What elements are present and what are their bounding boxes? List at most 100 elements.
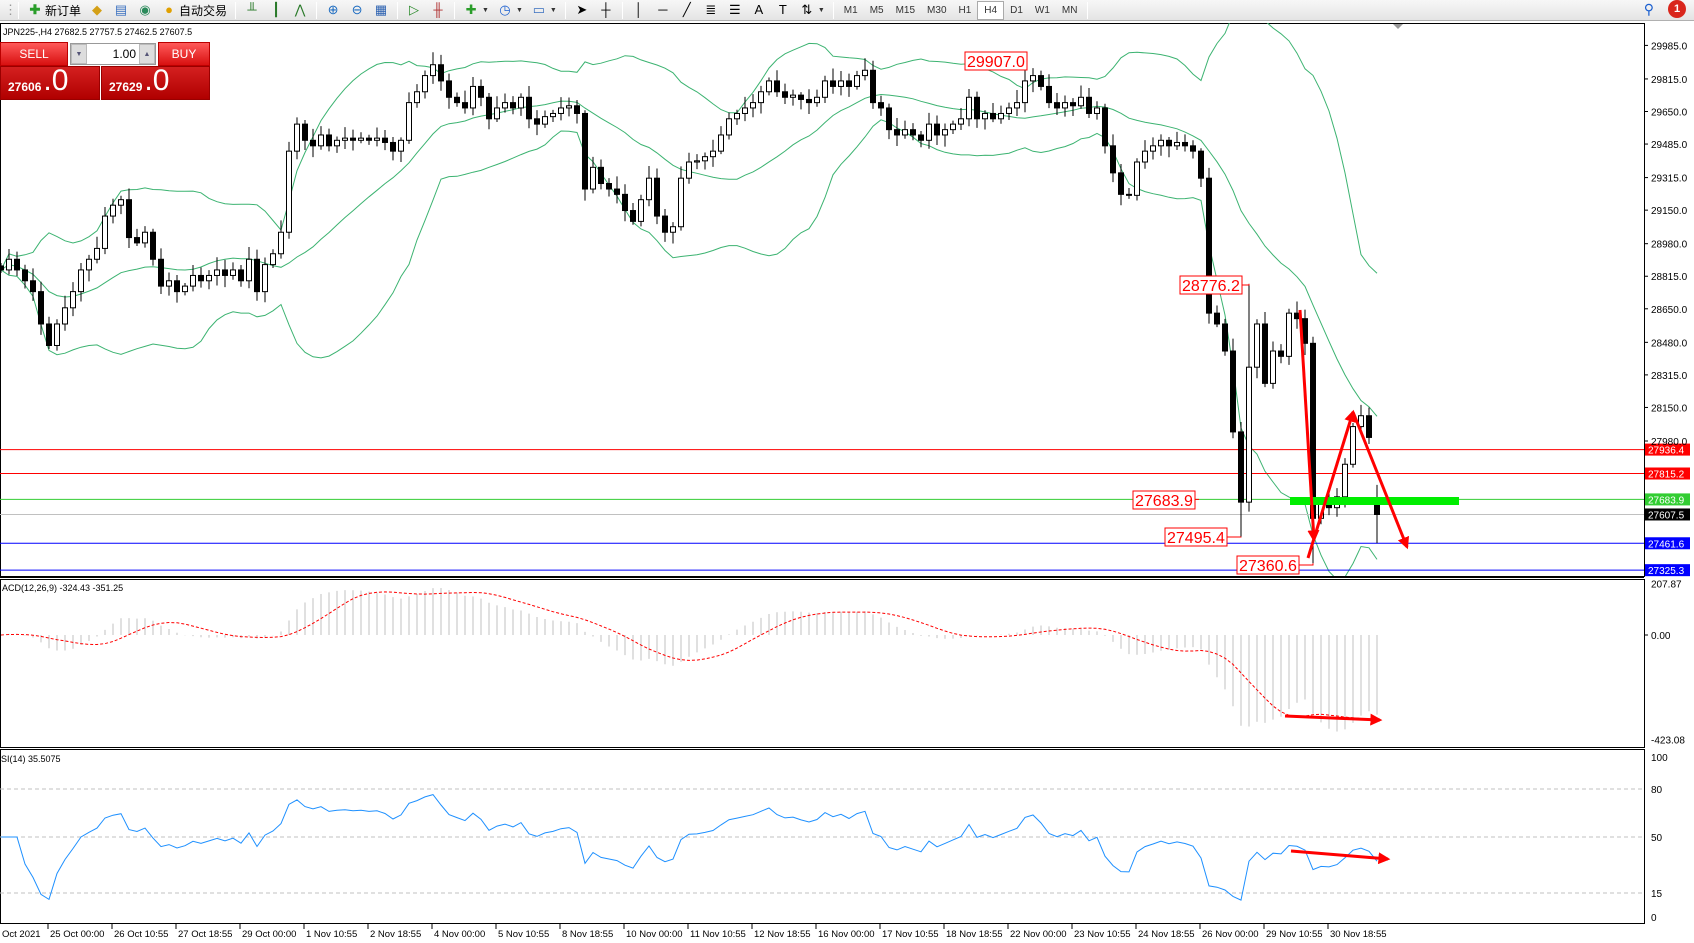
macd-label: ACD(12,26,9) -324.43 -351.25 [2, 583, 123, 593]
price-annotation[interactable]: 27495.4 [1167, 530, 1225, 547]
support-zone[interactable] [1290, 497, 1459, 505]
candle-body-bear [382, 137, 388, 143]
candle [1030, 68, 1036, 93]
timeframe-mn[interactable]: MN [1061, 4, 1078, 16]
timeframe-h4[interactable]: H4 [977, 0, 1005, 20]
cursor-tool[interactable]: ➤ [570, 1, 594, 20]
price-annotation[interactable]: 27683.9 [1135, 493, 1193, 510]
vertical-line-tool[interactable]: │ [627, 1, 651, 20]
text-label-tool[interactable]: T [771, 1, 795, 20]
candle-body-bull [166, 280, 172, 287]
price-axis-label: 28650.0 [1651, 305, 1688, 316]
candle-body-bull [758, 91, 764, 104]
candle-body-bear [1070, 102, 1076, 107]
navigator-button[interactable]: ▤ [109, 1, 133, 20]
auto-scroll-button[interactable]: ▷ [402, 1, 426, 20]
trend-arrow[interactable] [1351, 411, 1410, 550]
time-axis-label: 29 Oct 00:00 [242, 929, 296, 940]
templates-button[interactable]: ▭ ▼ [527, 1, 561, 20]
sell-button[interactable]: SELL [0, 42, 68, 66]
candle [766, 77, 772, 96]
candle [942, 123, 948, 147]
price-annotation[interactable]: 28776.2 [1182, 278, 1240, 295]
horizontal-line-tool[interactable]: ─ [651, 1, 675, 20]
trend-arrow[interactable] [1306, 409, 1356, 559]
new-order-button[interactable]: ✚ 新订单 [23, 1, 85, 20]
price-annotation-box[interactable] [1164, 527, 1228, 547]
pane-frames [0, 23, 1645, 924]
timeframe-m5[interactable]: M5 [869, 4, 884, 16]
text-label-icon: T [778, 2, 787, 17]
price-annotation-box[interactable] [1179, 275, 1243, 295]
candle [334, 136, 340, 153]
zoom-out-button[interactable]: ⊖ [345, 1, 369, 20]
candle [1038, 70, 1044, 91]
timeframe-d1[interactable]: D1 [1010, 4, 1023, 16]
chart-shift-marker[interactable] [1393, 24, 1403, 29]
trend-arrow[interactable] [1298, 309, 1320, 543]
text-tool[interactable]: A [747, 1, 771, 20]
timeframe-m1[interactable]: M1 [843, 4, 858, 16]
auto-trading-button[interactable]: ● 自动交易 [157, 1, 231, 20]
lot-decrease-button[interactable]: ▼ [71, 44, 87, 64]
crosshair-tool[interactable]: ┼ [594, 1, 618, 20]
candle [1070, 98, 1076, 117]
candle-body-bull [182, 285, 188, 293]
candle [398, 137, 404, 163]
indicators-button[interactable]: ✚ ▼ [459, 1, 493, 20]
timeframe-w1[interactable]: W1 [1034, 4, 1050, 16]
candle [1158, 134, 1164, 156]
candle [1246, 283, 1252, 512]
price-annotation-box[interactable] [1132, 490, 1196, 510]
buy-price[interactable]: 27629 .0 [101, 66, 210, 100]
rsi-arrow[interactable] [1290, 849, 1391, 865]
price-annotation-box[interactable] [964, 51, 1028, 71]
search-icon[interactable]: ⚲ [1643, 1, 1654, 17]
candle-body-bull [558, 107, 564, 114]
notification-badge[interactable]: 1 [1668, 0, 1686, 18]
lot-increase-button[interactable]: ▲ [139, 44, 155, 64]
price-annotation[interactable]: 29907.0 [967, 54, 1025, 71]
price-annotation[interactable]: 27360.6 [1239, 558, 1297, 575]
channel-tool[interactable]: ≣ [699, 1, 723, 20]
buy-button[interactable]: BUY [158, 42, 210, 66]
candle-body-bull [78, 269, 84, 293]
tile-windows-button[interactable]: ▦ [369, 1, 393, 20]
chart-shift-button[interactable]: ╫ [426, 1, 450, 20]
candle [462, 90, 468, 114]
lot-size-input[interactable]: ▼ 1.00 ▲ [70, 43, 156, 65]
candle-body-bear [662, 215, 668, 233]
trendline-icon: ╱ [682, 2, 691, 17]
candle-body-bull [1342, 463, 1348, 498]
arrows-tool[interactable]: ⇅ ▼ [795, 1, 829, 20]
candle-body-bear [1038, 75, 1044, 87]
price-annotation-box[interactable] [1236, 555, 1300, 575]
sell-price[interactable]: 27606 .0 [0, 66, 100, 100]
candle [182, 282, 188, 296]
candle-body-bear [798, 94, 804, 100]
candle [1142, 140, 1148, 169]
market-watch-button[interactable]: ◆ [85, 1, 109, 20]
candle-body-bull [1078, 96, 1084, 107]
lot-size-value[interactable]: 1.00 [112, 47, 136, 61]
candle-body-bull [414, 91, 420, 104]
timeframe-h1[interactable]: H1 [958, 4, 972, 16]
candlestick-button[interactable]: ┃ [264, 1, 288, 20]
template-icon: ▭ [532, 2, 546, 17]
candle [598, 159, 604, 190]
candle [1254, 319, 1260, 379]
line-chart-button[interactable]: ⋀ [288, 1, 312, 20]
zoom-in-button[interactable]: ⊕ [321, 1, 345, 20]
toolbar-separator [454, 1, 456, 19]
candle [1190, 140, 1196, 159]
trendline-tool[interactable]: ╱ [675, 1, 699, 20]
timeframe-m30[interactable]: M30 [927, 4, 947, 16]
bar-chart-icon: ╨ [247, 2, 257, 17]
fibonacci-tool[interactable]: ☰ [723, 1, 747, 20]
signals-button[interactable]: ◉ [133, 1, 157, 20]
periods-button[interactable]: ◷ ▼ [493, 1, 527, 20]
bar-chart-button[interactable]: ╨ [240, 1, 264, 20]
timeframe-m15[interactable]: M15 [895, 4, 916, 16]
macd-arrow[interactable] [1284, 713, 1383, 726]
